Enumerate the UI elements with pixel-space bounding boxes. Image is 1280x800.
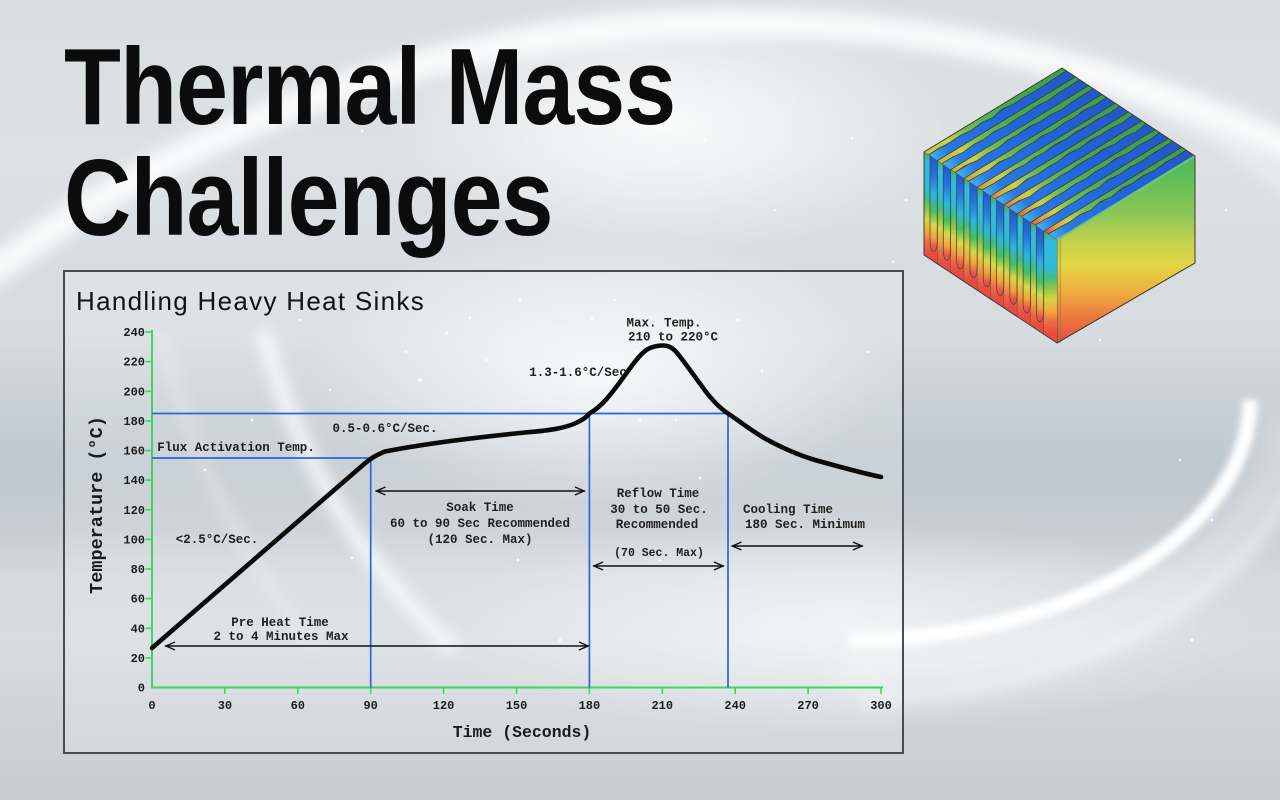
svg-text:Reflow Time: Reflow Time [617, 487, 700, 501]
svg-text:0: 0 [148, 699, 155, 713]
svg-text:200: 200 [123, 385, 145, 399]
svg-text:30 to 50 Sec.: 30 to 50 Sec. [610, 503, 708, 517]
svg-text:(70 Sec. Max): (70 Sec. Max) [614, 547, 704, 560]
svg-text:60: 60 [131, 593, 145, 607]
svg-text:210 to 220°C: 210 to 220°C [628, 331, 719, 345]
svg-text:180 Sec. Minimum: 180 Sec. Minimum [745, 518, 866, 532]
svg-text:80: 80 [131, 563, 145, 577]
svg-text:210: 210 [651, 699, 673, 713]
svg-text:90: 90 [363, 699, 377, 713]
svg-text:300: 300 [870, 699, 892, 713]
svg-text:30: 30 [218, 699, 232, 713]
svg-text:180: 180 [579, 699, 601, 713]
svg-text:40: 40 [131, 622, 145, 636]
svg-text:<2.5°C/Sec.: <2.5°C/Sec. [176, 533, 259, 547]
svg-text:120: 120 [433, 699, 455, 713]
svg-text:150: 150 [506, 699, 528, 713]
svg-text:Cooling Time: Cooling Time [743, 503, 833, 517]
svg-text:60 to 90 Sec Recommended: 60 to 90 Sec Recommended [390, 517, 570, 531]
svg-text:2 to 4 Minutes Max: 2 to 4 Minutes Max [213, 630, 349, 644]
svg-text:180: 180 [123, 415, 145, 429]
svg-text:(120 Sec. Max): (120 Sec. Max) [427, 533, 532, 547]
svg-text:270: 270 [797, 699, 819, 713]
svg-text:Max. Temp.: Max. Temp. [626, 317, 701, 331]
svg-text:Soak Time: Soak Time [446, 501, 514, 515]
svg-text:240: 240 [724, 699, 746, 713]
svg-text:Pre Heat Time: Pre Heat Time [231, 616, 329, 630]
svg-text:0: 0 [138, 682, 145, 696]
svg-text:1.3-1.6°C/Sec: 1.3-1.6°C/Sec [529, 366, 627, 380]
svg-text:20: 20 [131, 652, 145, 666]
svg-text:0.5-0.6°C/Sec.: 0.5-0.6°C/Sec. [332, 422, 437, 436]
svg-text:Flux Activation Temp.: Flux Activation Temp. [157, 441, 315, 455]
svg-text:160: 160 [123, 445, 145, 459]
svg-text:Recommended: Recommended [616, 518, 699, 532]
svg-text:Temperature (°C): Temperature (°C) [87, 416, 108, 594]
svg-text:120: 120 [123, 504, 145, 518]
svg-text:240: 240 [123, 326, 145, 340]
svg-text:Time (Seconds): Time (Seconds) [453, 723, 592, 742]
svg-text:60: 60 [291, 699, 305, 713]
svg-text:140: 140 [123, 474, 145, 488]
svg-text:100: 100 [123, 533, 145, 547]
svg-text:220: 220 [123, 356, 145, 370]
